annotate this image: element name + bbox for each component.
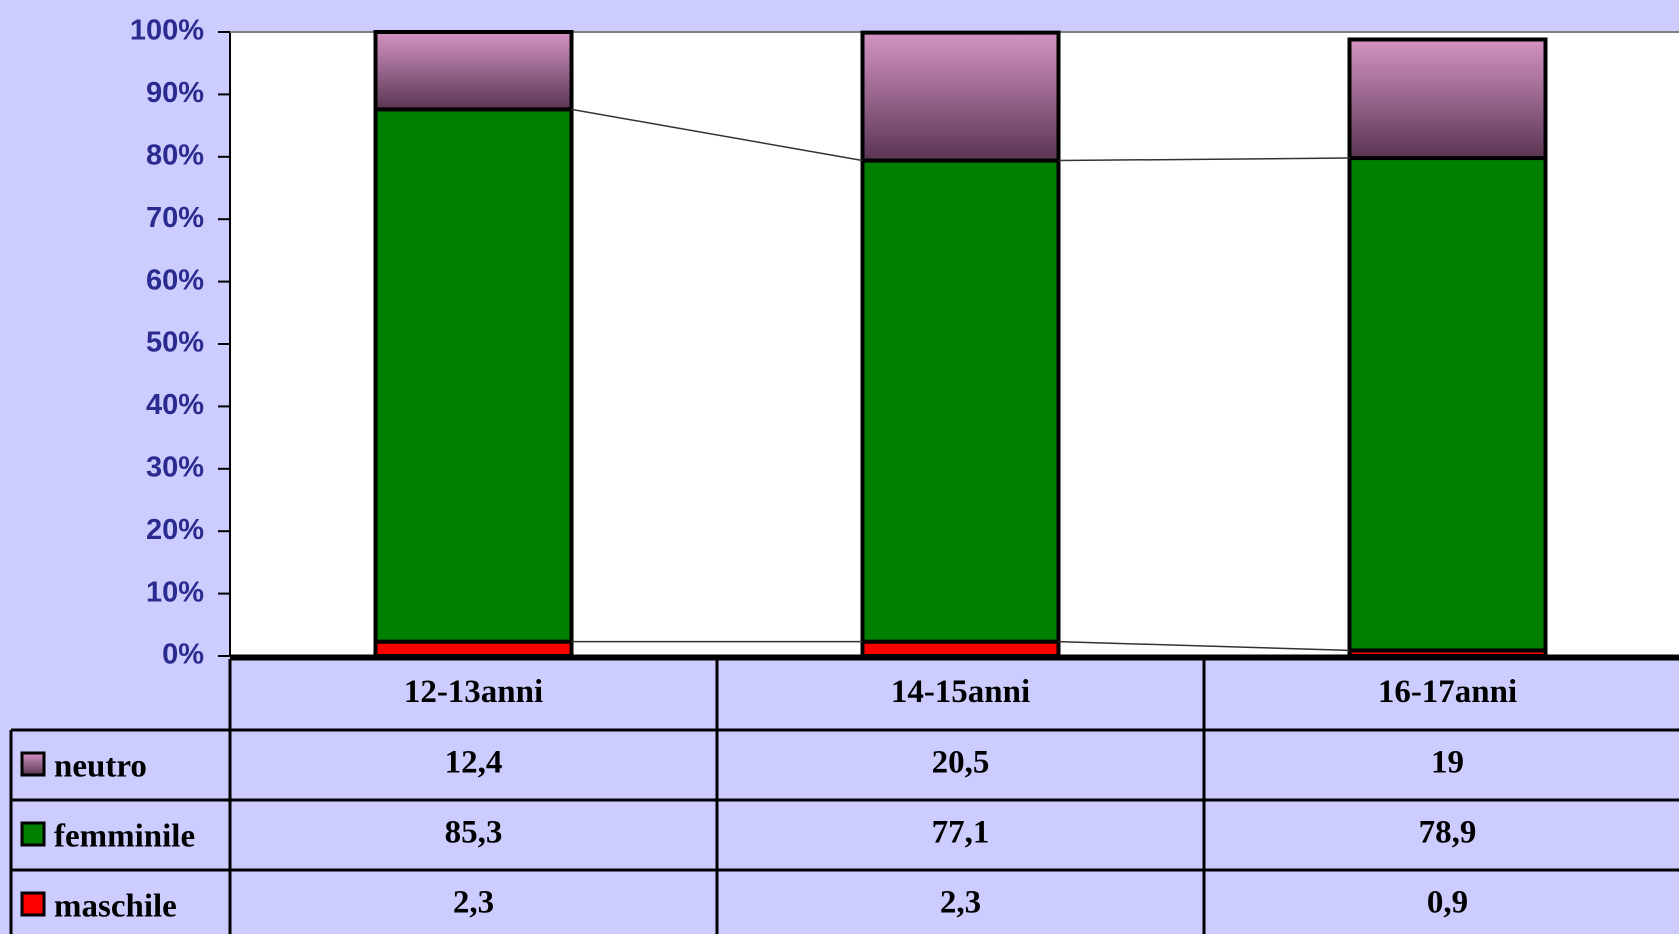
y-tick-label: 50% bbox=[146, 327, 204, 359]
bar-segment bbox=[860, 639, 1061, 659]
series-line bbox=[571, 108, 863, 162]
value-label: 12,4 bbox=[445, 745, 503, 781]
y-tick-label: 70% bbox=[146, 202, 204, 234]
y-tick-label: 20% bbox=[146, 514, 204, 546]
bar-segment bbox=[373, 107, 574, 644]
y-tick-label: 80% bbox=[146, 139, 204, 171]
series-line bbox=[1058, 640, 1350, 652]
legend-label: maschile bbox=[54, 889, 177, 925]
y-tick-label: 30% bbox=[146, 451, 204, 483]
value-label: 78,9 bbox=[1419, 815, 1477, 851]
x-tick-label: 12-13anni bbox=[404, 674, 543, 710]
value-label: 20,5 bbox=[932, 745, 990, 781]
y-tick-label: 100% bbox=[130, 15, 204, 47]
bar-segment bbox=[860, 30, 1061, 163]
bar-segment bbox=[1347, 156, 1548, 653]
y-tick-label: 10% bbox=[146, 576, 204, 608]
legend-label: neutro bbox=[54, 749, 147, 785]
y-tick-label: 90% bbox=[146, 77, 204, 109]
value-label: 19 bbox=[1431, 745, 1464, 781]
bar-segment bbox=[373, 30, 574, 112]
value-label: 2,3 bbox=[940, 885, 981, 921]
legend-swatch bbox=[20, 821, 46, 847]
bar-segment bbox=[860, 158, 1061, 644]
value-label: 85,3 bbox=[445, 815, 503, 851]
legend-swatch bbox=[20, 891, 46, 917]
x-tick-label: 14-15anni bbox=[891, 674, 1030, 710]
y-tick-label: 60% bbox=[146, 264, 204, 296]
value-label: 0,9 bbox=[1427, 885, 1468, 921]
value-label: 77,1 bbox=[932, 815, 990, 851]
y-tick-label: 40% bbox=[146, 389, 204, 421]
y-tick-label: 0% bbox=[162, 639, 204, 671]
x-tick-label: 16-17anni bbox=[1378, 674, 1517, 710]
series-line bbox=[1058, 157, 1350, 162]
legend-label: femminile bbox=[54, 819, 195, 855]
bar-segment bbox=[373, 639, 574, 659]
bar-segment bbox=[1347, 37, 1548, 161]
value-label: 2,3 bbox=[453, 885, 494, 921]
legend-swatch bbox=[20, 751, 46, 777]
